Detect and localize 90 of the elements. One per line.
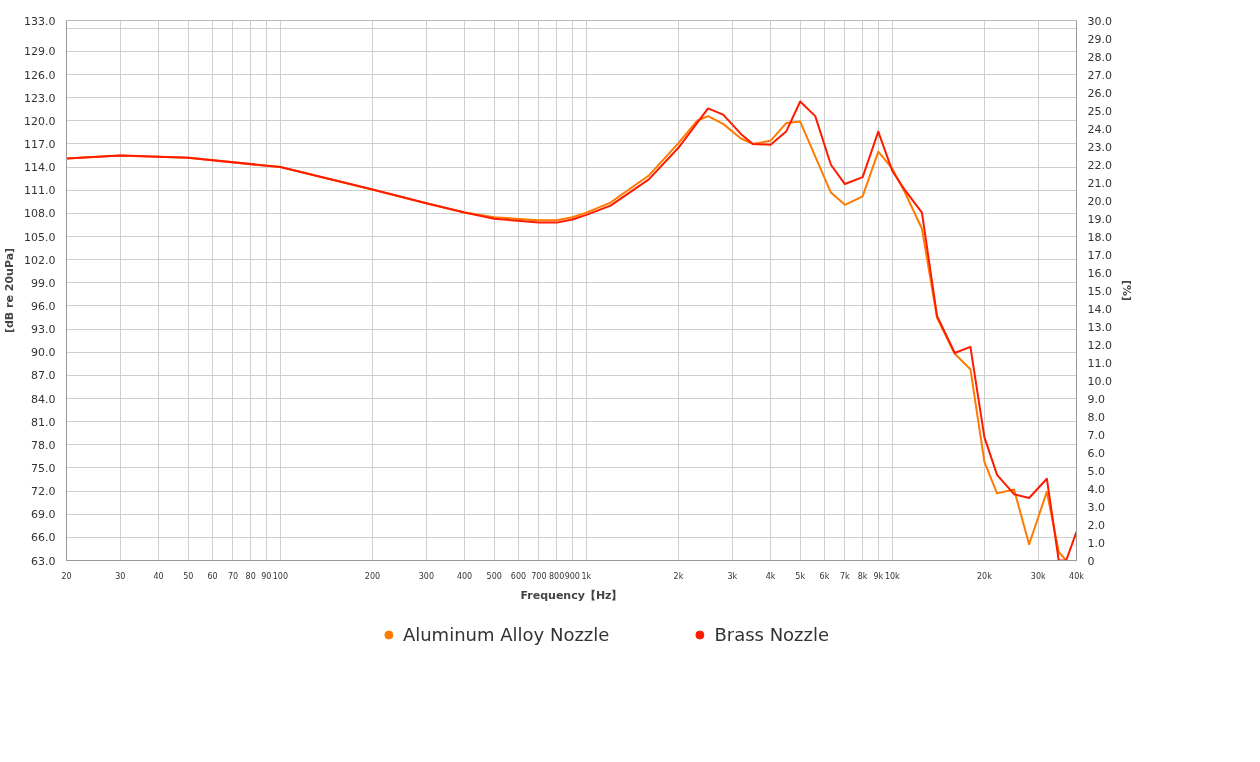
x-tick-label: 1k [581,571,592,581]
y-tick-label: 102.0 [24,253,56,267]
y2-tick-label: 2.0 [1087,518,1105,532]
y2-tick-label: 23.0 [1087,140,1112,154]
y2-tick-label: 14.0 [1087,302,1112,316]
y2-tick-label: 21.0 [1087,176,1112,190]
y2-tick-label: 10.0 [1087,374,1112,388]
y-tick-label: 93.0 [31,323,56,337]
x-tick-label: 20k [976,571,993,581]
y2-tick-label: 3.0 [1087,500,1105,514]
x-tick-label: 20 [61,571,72,581]
legend-label: Aluminum Alloy Nozzle [402,623,610,645]
legend-label: Brass Nozzle [714,623,830,645]
x-tick-label: 30 [115,571,126,581]
x-tick-label: 500 [486,571,502,581]
y2-tick-label: 18.0 [1087,230,1112,244]
y-tick-label: 120.0 [24,114,56,128]
y2-tick-label: 29.0 [1087,32,1112,46]
x-tick-label: 200 [364,571,381,581]
y-tick-label: 81.0 [31,415,56,429]
y-tick-label: 133.0 [24,14,56,28]
y2-tick-label: 8.0 [1087,410,1105,424]
y-tick-label: 84.0 [31,392,56,406]
y2-tick-label: 9.0 [1087,392,1105,406]
x-tick-label: 70 [227,571,239,581]
x-axis-title: Frequency【Hz】 [520,588,623,602]
y-tick-label: 129.0 [24,45,56,59]
y-tick-label: 63.0 [31,554,56,568]
y-tick-label: 117.0 [24,137,56,151]
y-tick-label: 90.0 [31,346,56,360]
x-tick-label: 2k [673,571,684,581]
y2-tick-label: 24.0 [1087,122,1112,136]
y2-tick-label: 15.0 [1087,284,1112,298]
y-tick-label: 126.0 [24,68,56,82]
x-tick-label: 800 [549,571,565,581]
y2-tick-label: 5.0 [1087,464,1105,478]
y2-tick-label: 11.0 [1087,356,1112,370]
y2-tick-label: 28.0 [1087,50,1112,64]
y-axis-title: [dB re 20uPa] [3,247,17,334]
x-tick-label: 9k [873,571,884,581]
y2-tick-label: 25.0 [1087,104,1112,118]
y-tick-label: 114.0 [24,161,56,175]
y-tick-label: 69.0 [31,508,56,522]
x-tick-label: 90 [261,571,272,581]
x-tick-label: 3k [727,571,738,581]
x-tick-label: 40 [153,571,164,581]
y2-tick-label: 13.0 [1087,320,1112,334]
y2-tick-label: 7.0 [1087,428,1105,442]
y2-tick-label: 16.0 [1087,266,1112,280]
x-tick-label: 6k [819,571,830,581]
y2-tick-label: 27.0 [1087,68,1112,82]
x-tick-label: 40k [1069,571,1085,581]
y-tick-label: 75.0 [31,461,56,475]
x-tick-label: 5k [795,571,806,581]
x-tick-label: 8k [857,571,868,581]
x-tick-label: 80 [245,571,256,581]
x-tick-label: 700 [531,571,547,581]
x-tick-label: 900 [564,571,580,581]
y-tick-label: 105.0 [24,230,56,244]
x-tick-label: 4k [765,571,776,581]
y-tick-label: 111.0 [24,184,56,198]
x-tick-label: 60 [207,571,218,581]
y2-axis-title: [%] [1119,279,1133,302]
y-tick-label: 66.0 [31,531,56,545]
y2-tick-label: 1.0 [1087,536,1105,550]
x-tick-label: 300 [418,571,434,581]
y2-tick-label: 26.0 [1087,86,1112,100]
x-tick-label: 400 [456,571,473,581]
y2-tick-label: 12.0 [1087,338,1112,352]
y2-tick-label: 17.0 [1087,248,1112,262]
y-tick-label: 123.0 [24,91,56,105]
y-tick-label: 87.0 [31,369,56,383]
y-tick-label: 99.0 [31,276,56,290]
y2-tick-label: 4.0 [1087,482,1105,496]
y2-tick-label: 20.0 [1087,194,1112,208]
x-tick-label: 600 [510,571,527,581]
y-tick-label: 108.0 [24,207,56,221]
x-tick-label: 30k [1030,571,1047,581]
y-tick-label: 78.0 [31,438,56,452]
y2-tick-label: 30.0 [1087,14,1112,28]
y2-tick-label: 0 [1087,554,1095,568]
x-tick-label: 7k [840,571,851,581]
y2-tick-label: 19.0 [1087,212,1112,226]
y-tick-label: 96.0 [31,299,56,313]
x-tick-label: 50 [183,571,194,581]
y-tick-label: 72.0 [31,485,56,499]
x-tick-label: 100 [272,571,289,581]
y2-tick-label: 6.0 [1087,446,1105,460]
y2-tick-label: 22.0 [1087,158,1112,172]
x-tick-label: 10k [884,571,901,581]
